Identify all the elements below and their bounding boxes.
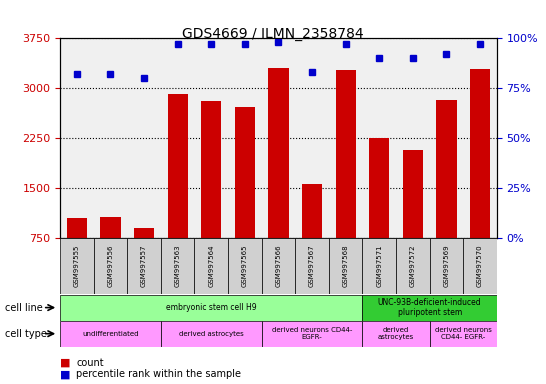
Bar bbox=[235, 107, 255, 288]
Text: derived astrocytes: derived astrocytes bbox=[179, 331, 244, 337]
Text: GDS4669 / ILMN_2358784: GDS4669 / ILMN_2358784 bbox=[182, 27, 364, 41]
Text: embryonic stem cell H9: embryonic stem cell H9 bbox=[166, 303, 257, 312]
FancyBboxPatch shape bbox=[262, 321, 363, 347]
Text: GSM997569: GSM997569 bbox=[443, 245, 449, 287]
FancyBboxPatch shape bbox=[194, 238, 228, 294]
FancyBboxPatch shape bbox=[60, 321, 161, 347]
Bar bbox=[168, 94, 188, 288]
Text: GSM997557: GSM997557 bbox=[141, 245, 147, 287]
FancyBboxPatch shape bbox=[60, 295, 363, 321]
Bar bbox=[302, 184, 322, 288]
Text: undifferentiated: undifferentiated bbox=[82, 331, 139, 337]
Bar bbox=[470, 69, 490, 288]
Text: ■: ■ bbox=[60, 358, 70, 368]
FancyBboxPatch shape bbox=[363, 238, 396, 294]
FancyBboxPatch shape bbox=[363, 295, 497, 321]
FancyBboxPatch shape bbox=[363, 321, 430, 347]
Text: derived
astrocytes: derived astrocytes bbox=[378, 327, 414, 340]
Text: ■: ■ bbox=[60, 369, 70, 379]
Text: UNC-93B-deficient-induced
pluripotent stem: UNC-93B-deficient-induced pluripotent st… bbox=[378, 298, 482, 317]
Text: cell line: cell line bbox=[5, 303, 43, 313]
FancyBboxPatch shape bbox=[94, 238, 127, 294]
Text: count: count bbox=[76, 358, 104, 368]
FancyBboxPatch shape bbox=[228, 238, 262, 294]
Bar bbox=[403, 149, 423, 288]
FancyBboxPatch shape bbox=[127, 238, 161, 294]
Bar bbox=[134, 228, 154, 288]
Bar bbox=[100, 217, 121, 288]
Text: derived neurons CD44-
EGFR-: derived neurons CD44- EGFR- bbox=[272, 327, 352, 340]
Text: GSM997568: GSM997568 bbox=[343, 245, 349, 287]
Bar bbox=[336, 70, 356, 288]
Text: GSM997571: GSM997571 bbox=[376, 245, 382, 287]
Text: GSM997556: GSM997556 bbox=[108, 245, 114, 287]
Text: GSM997567: GSM997567 bbox=[309, 245, 315, 287]
FancyBboxPatch shape bbox=[463, 238, 497, 294]
Text: GSM997572: GSM997572 bbox=[410, 245, 416, 287]
FancyBboxPatch shape bbox=[430, 321, 497, 347]
FancyBboxPatch shape bbox=[161, 238, 194, 294]
FancyBboxPatch shape bbox=[295, 238, 329, 294]
FancyBboxPatch shape bbox=[396, 238, 430, 294]
Bar bbox=[201, 101, 221, 288]
Text: derived neurons
CD44- EGFR-: derived neurons CD44- EGFR- bbox=[435, 327, 492, 340]
Text: GSM997565: GSM997565 bbox=[242, 245, 248, 287]
Bar bbox=[436, 99, 456, 288]
FancyBboxPatch shape bbox=[262, 238, 295, 294]
Text: GSM997570: GSM997570 bbox=[477, 245, 483, 287]
Bar bbox=[269, 68, 288, 288]
Text: GSM997566: GSM997566 bbox=[276, 245, 281, 287]
FancyBboxPatch shape bbox=[430, 238, 463, 294]
Text: GSM997563: GSM997563 bbox=[175, 245, 181, 287]
Text: GSM997564: GSM997564 bbox=[208, 245, 214, 287]
FancyBboxPatch shape bbox=[60, 238, 94, 294]
Bar bbox=[369, 138, 389, 288]
Text: cell type: cell type bbox=[5, 329, 48, 339]
Text: GSM997555: GSM997555 bbox=[74, 245, 80, 287]
FancyBboxPatch shape bbox=[161, 321, 262, 347]
Text: percentile rank within the sample: percentile rank within the sample bbox=[76, 369, 241, 379]
Bar bbox=[67, 218, 87, 288]
FancyBboxPatch shape bbox=[329, 238, 363, 294]
